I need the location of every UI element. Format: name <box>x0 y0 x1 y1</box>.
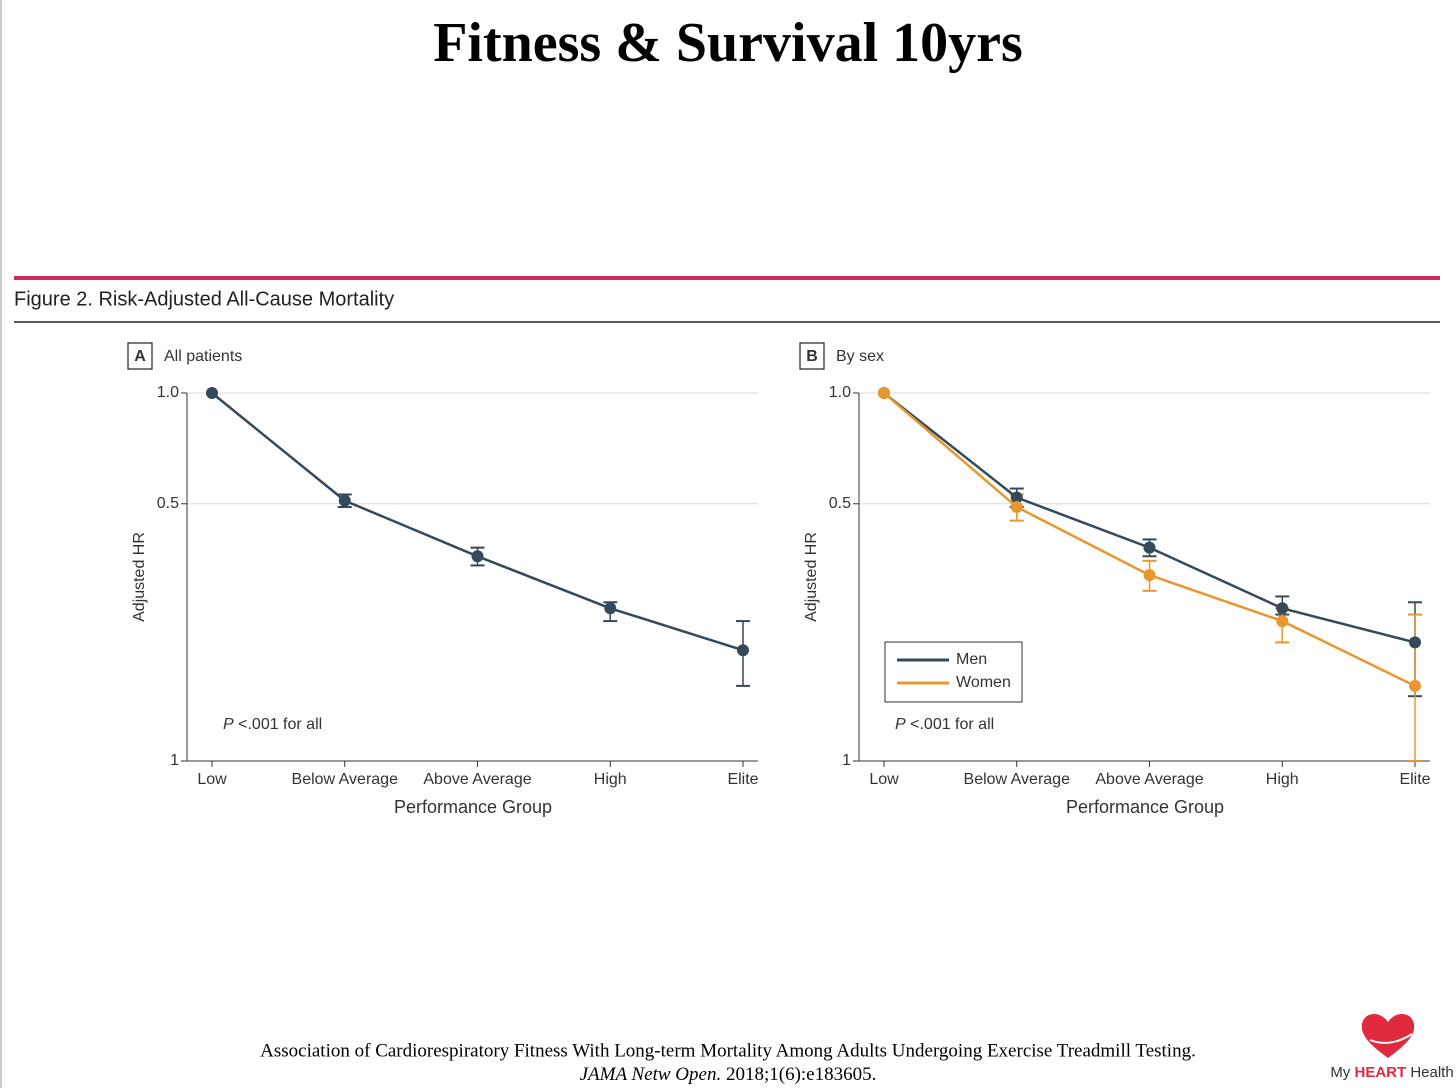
journal: JAMA Netw Open. <box>580 1064 722 1085</box>
panel-letter-box <box>127 342 153 370</box>
logo-heart-word: HEART <box>1354 1064 1406 1081</box>
data-point <box>1143 541 1156 554</box>
logo-health: Health <box>1410 1064 1453 1081</box>
panel-title: All patients <box>164 348 242 365</box>
x-axis-label: Performance Group <box>394 797 552 817</box>
data-point <box>206 387 218 399</box>
x-tick-label: High <box>594 771 627 788</box>
annotation: P <.001 for all <box>223 716 322 733</box>
y-tick-label: 1 <box>842 752 851 769</box>
slide-edge <box>0 0 2 1088</box>
y-tick-label: 1 <box>170 752 179 769</box>
y-tick-label: 0.5 <box>157 495 179 512</box>
data-point <box>1010 491 1023 504</box>
annotation-italic: P <box>895 716 906 733</box>
x-tick-label: Elite <box>1399 771 1430 788</box>
logo-text: My HEART Health <box>1330 1064 1453 1081</box>
y-axis-label: Adjusted HR <box>131 532 148 622</box>
citation: Association of Cardiorespiratory Fitness… <box>260 1040 1196 1061</box>
annotation-italic: P <box>223 716 234 733</box>
legend-label: Women <box>956 674 1011 691</box>
x-tick-label: Elite <box>727 771 758 788</box>
logo-heart <box>1361 1013 1415 1058</box>
annotation: P <.001 for all <box>895 716 994 733</box>
citation-ref: JAMA Netw Open. 2018;1(6):e183605. <box>580 1064 877 1085</box>
x-tick-label: High <box>1266 771 1299 788</box>
data-point <box>878 387 890 399</box>
reference: 2018;1(6):e183605. <box>726 1064 876 1085</box>
legend-box <box>884 641 1023 703</box>
y-tick-label: 1.0 <box>829 384 851 401</box>
data-point <box>1276 615 1289 628</box>
data-point <box>1409 679 1421 692</box>
panel-letter-box <box>799 342 825 370</box>
data-point <box>737 644 749 657</box>
data-point <box>604 602 617 615</box>
x-tick-label: Above Average <box>1095 771 1203 788</box>
accent-rule <box>14 276 1440 280</box>
panel-title: By sex <box>836 348 884 365</box>
y-tick-label: 1.0 <box>157 384 179 401</box>
annotation-text: <.001 for all <box>238 716 322 733</box>
data-point <box>1409 636 1421 649</box>
data-point <box>1276 602 1289 615</box>
x-tick-label: Below Average <box>292 771 399 788</box>
data-point <box>338 494 351 507</box>
x-tick-label: Low <box>869 771 899 788</box>
logo-swoosh <box>1369 1033 1413 1044</box>
y-axis-label: Adjusted HR <box>803 532 820 622</box>
figure-title: Figure 2. Risk-Adjusted All-Cause Mortal… <box>14 288 394 310</box>
x-tick-label: Below Average <box>964 771 1071 788</box>
data-point <box>1010 501 1023 514</box>
x-tick-label: Above Average <box>423 771 531 788</box>
annotation-text: <.001 for all <box>910 716 994 733</box>
data-point <box>1143 569 1156 582</box>
slide-title: Fitness & Survival 10yrs <box>433 12 1023 74</box>
legend-label: Men <box>956 651 987 668</box>
panel-letter: B <box>806 348 818 365</box>
x-tick-label: Low <box>197 771 227 788</box>
y-tick-label: 0.5 <box>829 495 851 512</box>
x-axis-label: Performance Group <box>1066 797 1224 817</box>
logo-my: My <box>1330 1064 1350 1081</box>
panel-letter: A <box>134 348 146 365</box>
data-point <box>471 550 484 563</box>
